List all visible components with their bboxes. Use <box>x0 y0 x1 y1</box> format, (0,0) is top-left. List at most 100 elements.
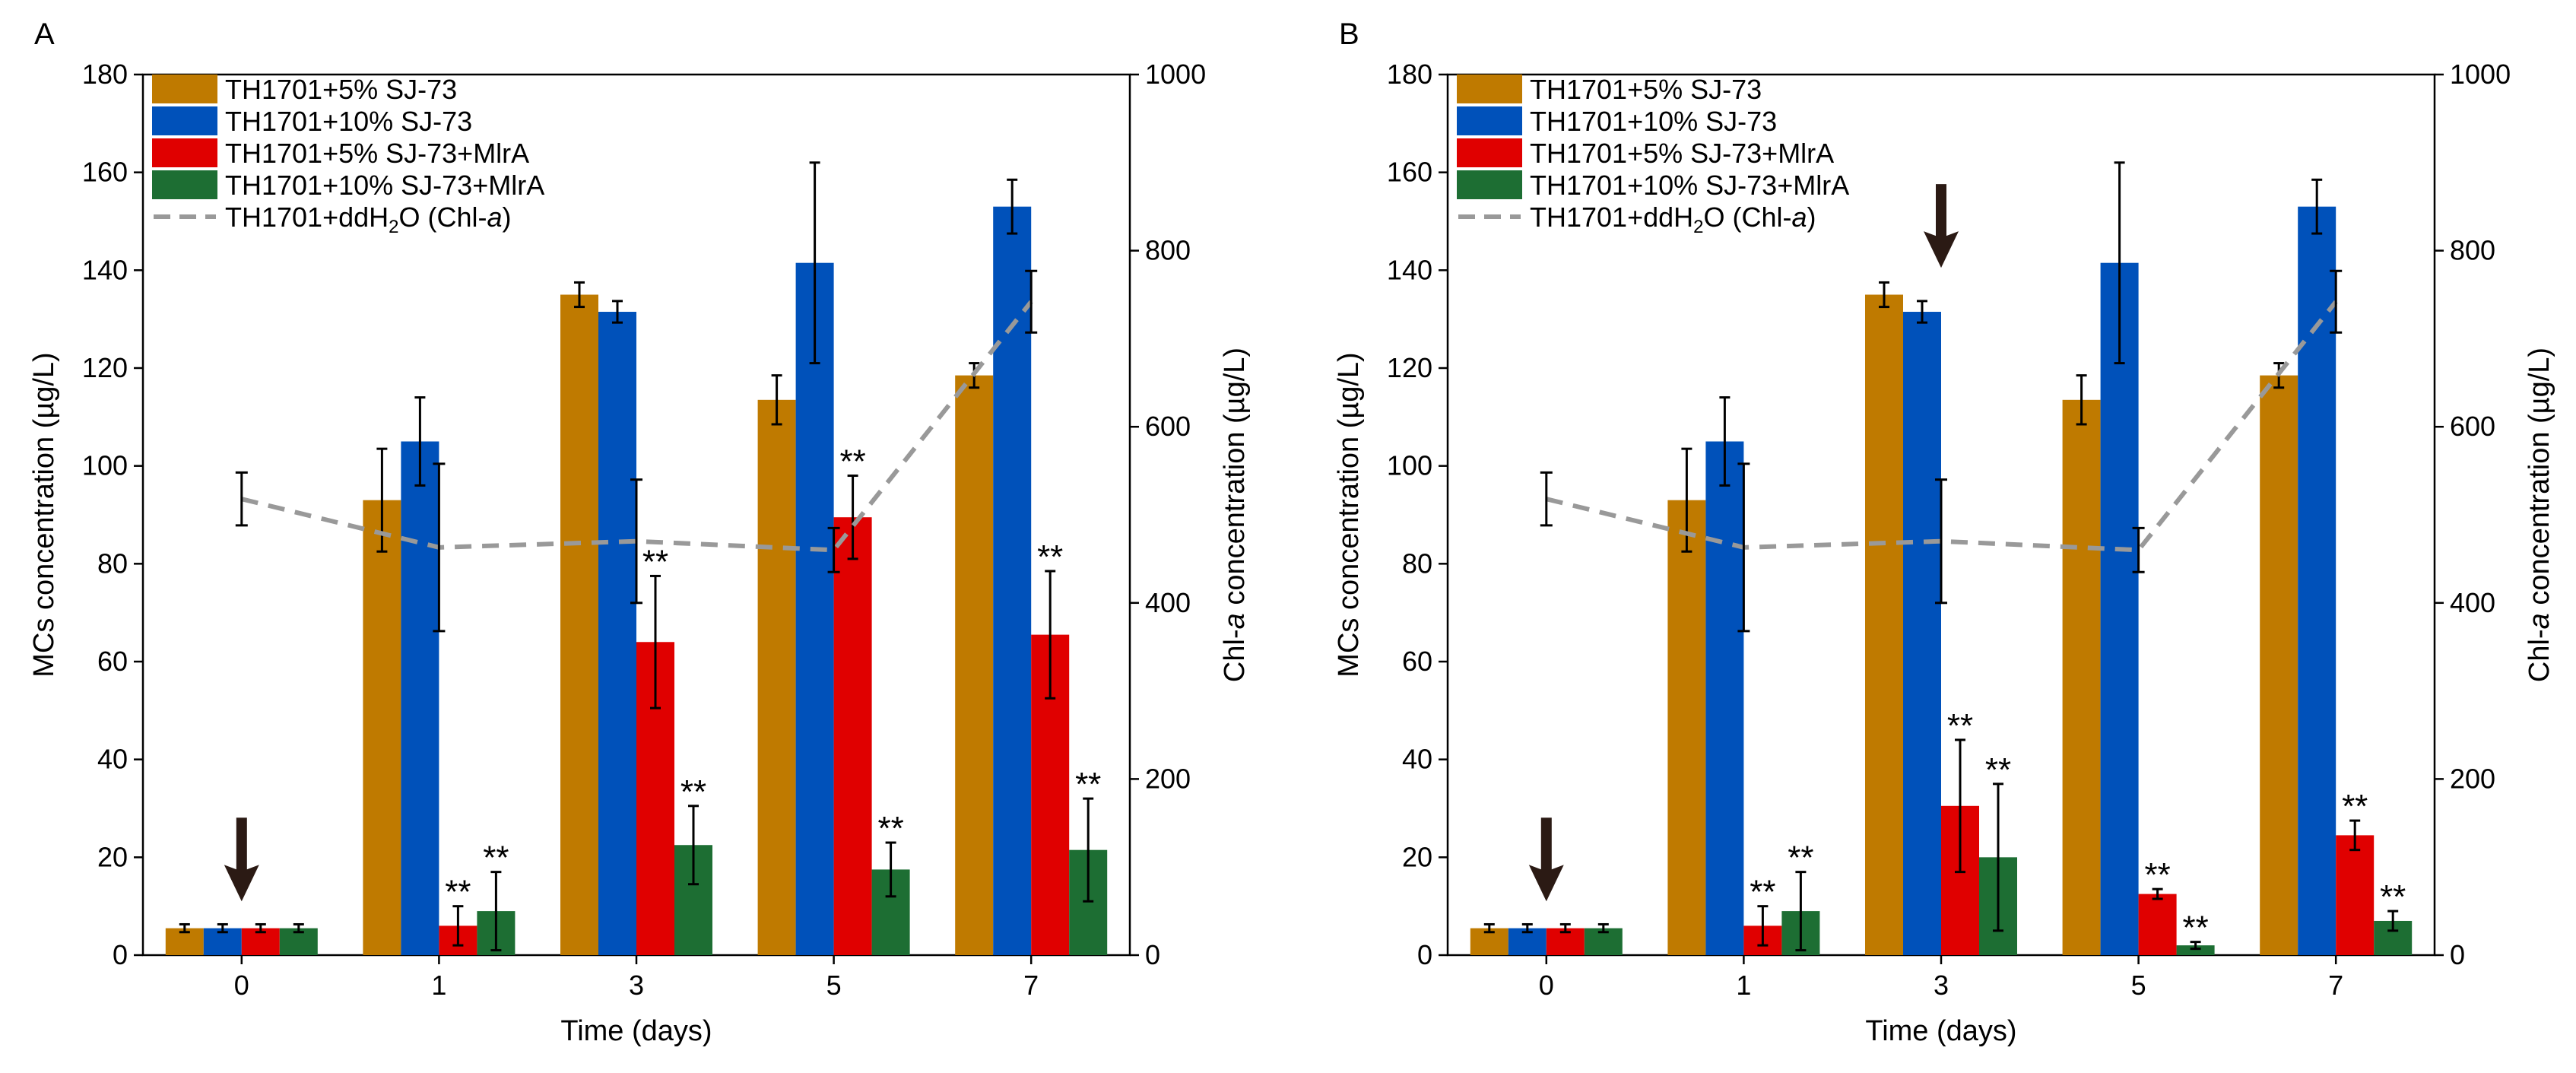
y2-title-part: Chl- <box>2524 629 2555 682</box>
legend-label-italic: a <box>487 202 503 233</box>
y-tick-label: 180 <box>82 59 128 90</box>
y2-tick-label: 0 <box>2450 939 2465 970</box>
x-tick-label: 3 <box>629 970 644 1001</box>
significance-mark: ** <box>839 443 865 481</box>
bar <box>993 206 1032 955</box>
legend-label: TH1701+10% SJ-73 <box>225 106 472 137</box>
bar <box>560 294 598 955</box>
legend-label-sub: 2 <box>389 217 398 237</box>
significance-mark: ** <box>877 810 903 847</box>
y2-tick-label: 400 <box>2450 587 2495 618</box>
y-tick-label: 80 <box>1402 548 1432 579</box>
significance-mark: ** <box>1947 707 1973 744</box>
y-tick-label: 140 <box>1387 254 1432 285</box>
y2-title-italic: a <box>2524 613 2555 629</box>
significance-mark: ** <box>1750 874 1775 911</box>
down-arrow-icon <box>224 817 259 902</box>
legend-label-sub: 2 <box>1693 217 1703 237</box>
panel-label: A <box>34 17 55 51</box>
significance-mark: ** <box>2380 878 2406 916</box>
bar <box>2062 399 2101 955</box>
y2-tick-label: 800 <box>1145 235 1191 266</box>
y2-tick-label: 600 <box>2450 411 2495 442</box>
legend-label: TH1701+5% SJ-73+MlrA <box>225 138 529 169</box>
significance-mark: ** <box>1788 840 1813 877</box>
y-tick-label: 80 <box>97 548 128 579</box>
bar <box>2260 375 2298 955</box>
chart-panel-b: B020406080100120140160180020040060080010… <box>1333 17 2555 1047</box>
y2-axis-title: Chl-a concentration (µg/L) <box>1219 348 1251 682</box>
legend-label: TH1701+10% SJ-73 <box>1530 106 1777 137</box>
x-tick-label: 7 <box>2328 970 2343 1001</box>
legend-swatch <box>152 138 217 167</box>
y-tick-label: 40 <box>1402 744 1432 775</box>
bar <box>2298 206 2336 955</box>
x-axis-title: Time (days) <box>560 1015 712 1047</box>
bar <box>363 500 401 955</box>
legend-label: TH1701+5% SJ-73 <box>225 74 457 105</box>
legend-label: TH1701+ddH2O (Chl-a) <box>1530 202 1816 237</box>
legend-label: TH1701+10% SJ-73+MlrA <box>225 170 544 201</box>
bar <box>757 399 796 955</box>
bar <box>2138 894 2177 955</box>
legend-swatch <box>1457 138 1522 167</box>
y-tick-label: 0 <box>1417 939 1432 970</box>
y-tick-label: 160 <box>82 157 128 188</box>
x-tick-label: 0 <box>1539 970 1554 1001</box>
significance-mark: ** <box>2144 856 2170 894</box>
y-tick-label: 20 <box>1402 841 1432 872</box>
x-tick-label: 1 <box>431 970 446 1001</box>
y-tick-label: 0 <box>113 939 128 970</box>
y-tick-label: 160 <box>1387 157 1432 188</box>
y2-tick-label: 400 <box>1145 587 1191 618</box>
y2-axis-title: Chl-a concentration (µg/L) <box>2524 348 2555 682</box>
x-tick-label: 1 <box>1736 970 1751 1001</box>
y2-tick-label: 800 <box>2450 235 2495 266</box>
significance-mark: ** <box>680 773 706 811</box>
legend-label-part: ) <box>503 202 512 233</box>
x-tick-label: 0 <box>234 970 249 1001</box>
legend-label: TH1701+ddH2O (Chl-a) <box>225 202 512 237</box>
significance-mark: ** <box>2182 910 2208 947</box>
x-tick-label: 5 <box>2131 970 2146 1001</box>
significance-mark: ** <box>642 543 668 580</box>
down-arrow-icon <box>1528 817 1564 902</box>
bar <box>2176 945 2215 955</box>
x-tick-label: 7 <box>1023 970 1039 1001</box>
legend-label: TH1701+10% SJ-73+MlrA <box>1530 170 1849 201</box>
y2-tick-label: 200 <box>2450 763 2495 794</box>
y-tick-label: 120 <box>82 352 128 383</box>
legend-swatch <box>1457 106 1522 135</box>
y2-tick-label: 0 <box>1145 939 1160 970</box>
bar <box>1903 312 1941 955</box>
legend-label-part: TH1701+ddH <box>225 202 389 233</box>
panel-label: B <box>1339 17 1359 51</box>
y2-title-part: concentration (µg/L) <box>1219 348 1251 613</box>
bar <box>955 375 994 955</box>
legend-label-part: ) <box>1807 202 1816 233</box>
bar <box>1705 441 1744 955</box>
y-tick-label: 100 <box>1387 450 1432 481</box>
y-tick-label: 60 <box>97 646 128 677</box>
y-tick-label: 180 <box>1387 59 1432 90</box>
y2-tick-label: 1000 <box>1145 59 1206 90</box>
y-tick-label: 20 <box>97 841 128 872</box>
bar <box>833 517 872 955</box>
legend-swatch <box>152 75 217 103</box>
legend-label-italic: a <box>1792 202 1807 233</box>
y-tick-label: 120 <box>1387 352 1432 383</box>
bar <box>1865 294 1903 955</box>
down-arrow-icon <box>1924 184 1959 268</box>
y2-tick-label: 1000 <box>2450 59 2511 90</box>
y2-title-part: Chl- <box>1219 629 1251 682</box>
y-tick-label: 140 <box>82 254 128 285</box>
bar <box>401 441 439 955</box>
y2-title-italic: a <box>1219 613 1251 629</box>
x-axis-title: Time (days) <box>1865 1015 2016 1047</box>
y-axis-title: MCs concentration (µg/L) <box>1333 352 1365 677</box>
y2-tick-label: 200 <box>1145 763 1191 794</box>
bar <box>795 262 834 955</box>
y-tick-label: 40 <box>97 744 128 775</box>
x-tick-label: 3 <box>1934 970 1949 1001</box>
